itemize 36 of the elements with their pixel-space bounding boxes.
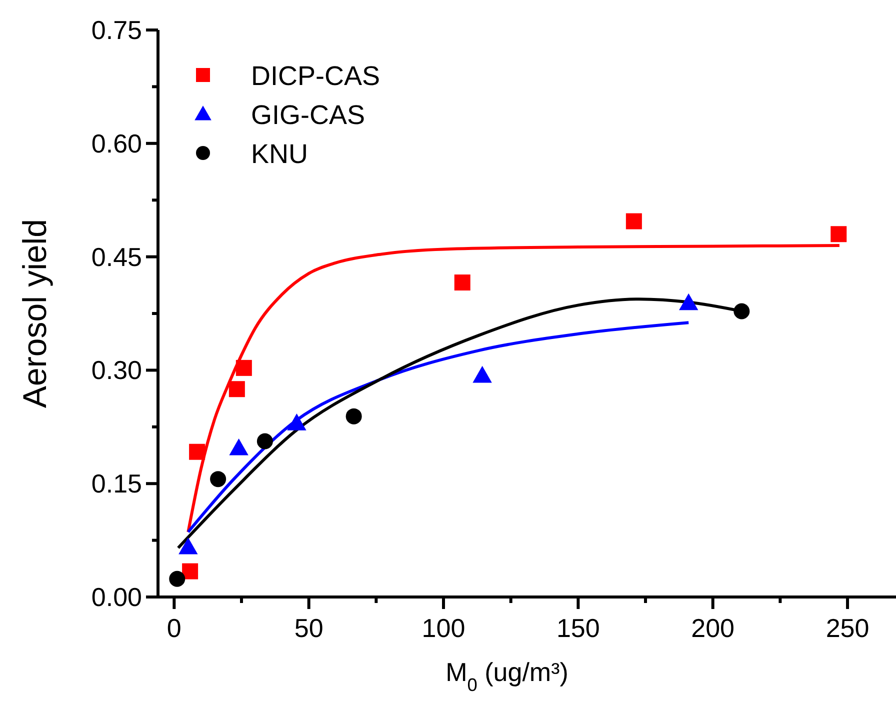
point xyxy=(454,274,470,291)
x-tick-label: 50 xyxy=(294,613,324,643)
line-series xyxy=(186,244,841,534)
y-tick-label: 0.45 xyxy=(91,242,142,272)
point xyxy=(679,293,698,310)
point xyxy=(626,213,642,230)
legend-label: GIG-CAS xyxy=(251,100,366,130)
point xyxy=(346,408,362,424)
point xyxy=(287,414,306,430)
point xyxy=(210,471,226,488)
point xyxy=(182,563,198,580)
legend-label: KNU xyxy=(251,139,308,169)
point xyxy=(256,433,273,450)
x-tick-label: 200 xyxy=(691,613,735,643)
point xyxy=(236,360,252,376)
point xyxy=(178,538,198,554)
y-axis-title: Aerosol yield xyxy=(16,219,53,408)
point xyxy=(228,381,245,398)
y-tick-label: 0.00 xyxy=(91,582,142,612)
y-tick-label: 0.60 xyxy=(91,128,142,158)
x-tick-label: 100 xyxy=(422,613,466,643)
line-series xyxy=(186,321,690,534)
point xyxy=(189,444,206,460)
x-tick-label: 150 xyxy=(556,613,600,643)
point xyxy=(169,570,186,587)
y-tick-label: 0.30 xyxy=(91,355,142,386)
y-tick-label: 0.75 xyxy=(91,15,142,45)
y-tick-label: 0.15 xyxy=(91,468,142,499)
legend-label: DICP-CAS xyxy=(251,61,380,91)
point xyxy=(734,303,750,320)
point xyxy=(229,438,248,456)
point xyxy=(830,226,847,242)
x-tick-label: 250 xyxy=(826,613,870,643)
x-axis-title: M$_{0}$ (ug/m³) xyxy=(446,657,568,695)
x-tick-label: 0 xyxy=(166,613,182,643)
point xyxy=(472,366,492,383)
